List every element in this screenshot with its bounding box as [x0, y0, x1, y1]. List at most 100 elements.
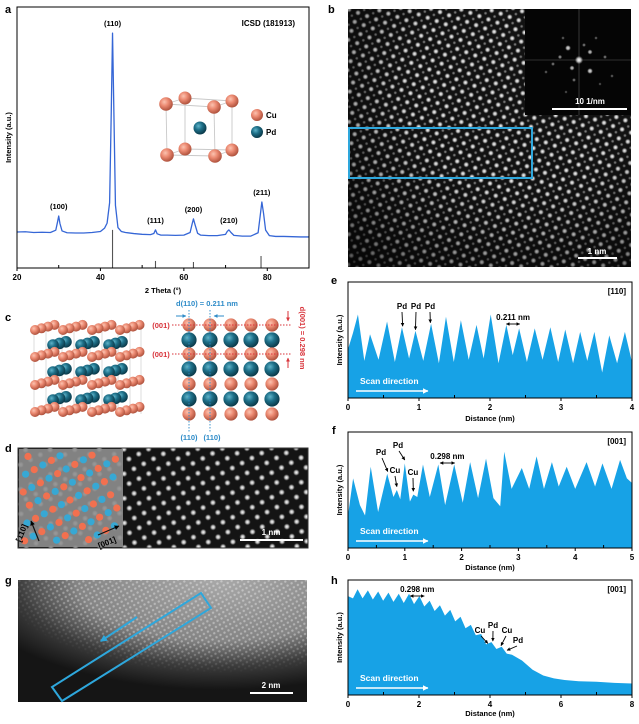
pd-atom-marker	[45, 475, 52, 482]
cu-atom	[30, 352, 40, 362]
peak-label: (100)	[50, 202, 68, 211]
pd-atom-marker	[81, 505, 88, 512]
cu-atom-marker	[107, 491, 114, 498]
cu-atom-marker	[43, 492, 50, 499]
cu-atom-marker	[95, 465, 102, 472]
line-profile-chart-001: 0 1 2 3 4 5Distance (nm)Intensity (a.u.)[001]…	[335, 432, 635, 572]
atom-label-arrow	[382, 458, 388, 472]
cu-atom	[115, 325, 125, 335]
pd-atom-marker	[63, 465, 70, 472]
x-tick-label: 0	[346, 403, 351, 412]
x-tick-label: 1	[417, 403, 422, 412]
cu-atom	[115, 407, 125, 417]
cell-edge	[166, 104, 214, 107]
panel-label-c: c	[5, 312, 11, 324]
pd-atom	[243, 391, 258, 406]
x-tick-label: 60	[179, 273, 188, 282]
pd-atom	[264, 391, 279, 406]
cu-atom	[224, 377, 237, 390]
plane-001-label: (001)	[152, 350, 170, 359]
cu-atom	[226, 95, 239, 108]
panel-label-b: b	[328, 4, 335, 16]
pd-atom-marker	[80, 456, 87, 463]
panel-label-h: h	[331, 575, 338, 587]
x-tick-label: 8	[630, 700, 635, 709]
cu-atom	[115, 352, 125, 362]
cu-atom-marker	[90, 500, 97, 507]
cu-atom	[58, 407, 68, 417]
panel-label-f: f	[332, 425, 336, 437]
pd-atom	[194, 122, 207, 135]
xrd-chart: 20 40 60 80 2 Theta (°) Intensity (a.u.) ICSD …	[4, 7, 309, 295]
panel-label-e: e	[331, 275, 337, 287]
cu-atom-marker	[38, 528, 45, 535]
d110-spacing-label: d(110) = 0.211 nm	[176, 299, 238, 308]
cu-atom	[58, 380, 68, 390]
cu-atom-marker	[88, 452, 95, 459]
y-axis-label: Intensity (a.u.)	[4, 112, 13, 163]
plane-001-label: (001)	[152, 321, 170, 330]
pd-atom	[223, 391, 238, 406]
atom-label: Pd	[376, 448, 386, 457]
peak-label: (200)	[185, 205, 203, 214]
cu-atom	[87, 325, 97, 335]
x-tick-label: 5	[630, 553, 635, 562]
atom-label: Pd	[397, 302, 407, 311]
atom-label-arrow	[507, 646, 517, 650]
pd-atom	[264, 361, 279, 376]
cu-atom-marker	[73, 510, 80, 517]
spacing-label: 0.211 nm	[496, 313, 530, 322]
x-tick-label: 3	[516, 553, 521, 562]
legend-pd-ball	[251, 126, 263, 138]
cu-atom-marker	[112, 456, 119, 463]
pd-atom-marker	[103, 460, 110, 467]
atom-label-arrow	[399, 451, 405, 460]
fft-spot	[610, 74, 614, 78]
x-tick-label: 0	[346, 553, 351, 562]
fft-spot	[569, 65, 574, 70]
legend-cu-label: Cu	[266, 111, 277, 120]
pd-atom-marker	[56, 452, 63, 459]
line-profile-chart-surface: 0 2 4 6 8Distance (nm)Intensity (a.u.)[001]C…	[335, 580, 635, 718]
cu-atom	[30, 380, 40, 390]
cu-atom-marker	[84, 487, 91, 494]
zone-axis-label: [001]	[607, 437, 626, 446]
fft-spot	[587, 68, 593, 74]
cu-atom-marker	[55, 519, 62, 526]
cu-atom-marker	[49, 506, 56, 513]
spacing-label: 0.298 nm	[430, 452, 464, 461]
cu-atom	[179, 143, 192, 156]
atom-label: Cu	[390, 466, 401, 475]
x-tick-label: 4	[488, 700, 493, 709]
panel-b-stem-image: 10 1/nm 1 nm	[348, 9, 631, 267]
cu-atom	[265, 407, 278, 420]
pd-atom-marker	[28, 484, 35, 491]
fft-spot	[587, 49, 592, 54]
y-axis-label: Intensity (a.u.)	[335, 314, 344, 365]
cu-atom-marker	[62, 532, 69, 539]
x-axis-label: Distance (nm)	[465, 563, 515, 572]
unit-cell-inset	[159, 92, 238, 163]
pd-atom-marker	[58, 501, 65, 508]
cell-edge	[185, 98, 232, 101]
pd-atom	[243, 332, 258, 347]
cu-atom-marker	[20, 488, 27, 495]
fft-spot	[565, 45, 571, 51]
pd-atom-marker	[75, 492, 82, 499]
cell-edge	[167, 155, 215, 156]
y-axis-label: Intensity (a.u.)	[335, 612, 344, 663]
scan-direction-label: Scan direction	[360, 673, 419, 683]
pd-atom	[223, 361, 238, 376]
x-tick-label: 3	[559, 403, 564, 412]
cu-atom-marker	[101, 478, 108, 485]
pd-atom-marker	[92, 483, 99, 490]
cu-atom-marker	[26, 502, 33, 509]
cu-atom	[159, 97, 173, 111]
cu-atom	[30, 407, 40, 417]
legend-cu-ball	[251, 109, 263, 121]
atom-label: Cu	[502, 626, 513, 635]
pd-atom-marker	[52, 488, 59, 495]
x-tick-label: 20	[13, 273, 22, 282]
fft-spot	[582, 43, 586, 47]
pd-atom	[264, 332, 279, 347]
